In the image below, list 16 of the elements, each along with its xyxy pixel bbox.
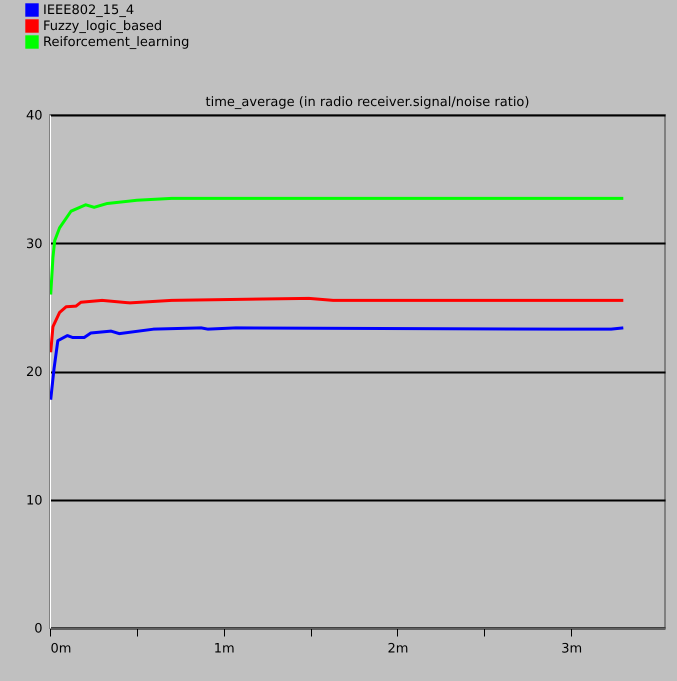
legend-label: Reiforcement_learning [43, 35, 190, 50]
legend-label: Fuzzy_logic_based [43, 19, 162, 34]
y-tick-label: 10 [26, 493, 42, 508]
y-tick-label: 30 [26, 236, 42, 252]
chart-title: time_average (in radio receiver.signal/noise ratio) [206, 95, 530, 110]
y-tick-label: 40 [26, 108, 42, 124]
x-tick-label: 3m [561, 642, 582, 656]
line-series [50, 326, 625, 402]
x-tick-label: 0m [50, 642, 72, 656]
legend-label: IEEE802_15_4 [43, 3, 134, 18]
line-series [50, 296, 625, 354]
line-series [50, 196, 625, 296]
y-tick-label: 20 [26, 365, 42, 380]
y-tick-label: 0 [34, 622, 42, 636]
x-tick-label: 1m [214, 642, 235, 656]
x-tick-label: 2m [387, 642, 408, 656]
